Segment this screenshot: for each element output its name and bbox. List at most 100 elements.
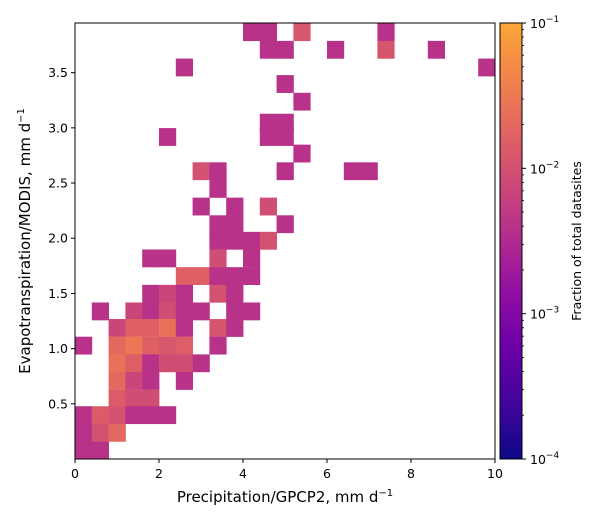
y-tick-label: 2.0 <box>48 231 68 246</box>
x-tick-label: 10 <box>487 466 503 481</box>
heatmap-cell <box>226 267 244 285</box>
heatmap-cell <box>175 336 193 355</box>
heatmap-cell <box>209 162 227 181</box>
heatmap-cell <box>142 319 160 337</box>
heatmap-cell <box>159 128 177 146</box>
heatmap-cell <box>75 423 93 442</box>
heatmap-cell <box>226 197 244 216</box>
heatmap-cell <box>108 389 126 408</box>
heatmap-cell <box>243 23 261 42</box>
heatmap-cell <box>226 231 244 250</box>
heatmap-cell <box>259 23 277 42</box>
heatmap-cell <box>209 215 227 234</box>
heatmap-cell <box>75 441 93 460</box>
x-tick-label: 8 <box>407 466 415 481</box>
heatmap-cell <box>75 406 93 425</box>
colorbar-tick-label: 10−1 <box>530 15 559 31</box>
heatmap-cell <box>209 231 227 250</box>
heatmap-cell <box>259 40 277 59</box>
colorbar-tick-label: 10−3 <box>530 306 559 322</box>
heatmap-cell <box>91 423 109 442</box>
y-axis: 0.5 1.0 1.5 2.0 2.5 3.0 3.5 <box>48 65 75 411</box>
heatmap-cell <box>175 284 193 303</box>
heatmap-cell <box>125 406 143 425</box>
heatmap-cell <box>343 162 361 181</box>
heatmap-cell <box>142 302 160 321</box>
x-tick-label: 4 <box>239 466 247 481</box>
heatmap-cell <box>327 40 345 59</box>
heatmap-cell <box>142 354 160 373</box>
heatmap-cell <box>142 389 160 408</box>
x-tick-label: 6 <box>323 466 331 481</box>
heatmap-cell <box>125 354 143 373</box>
heatmap-cell <box>276 40 294 59</box>
colorbar-ticks: 10−1 10−2 10−3 10−4 <box>522 15 559 467</box>
heatmap-cell <box>209 336 227 355</box>
x-axis: 0 2 4 6 8 10 <box>71 459 503 481</box>
heatmap-cell <box>478 58 496 77</box>
x-tick-label: 2 <box>155 466 163 481</box>
heatmap-cell <box>259 197 277 216</box>
heatmap-cell <box>142 284 160 303</box>
heatmap-cell <box>142 336 160 355</box>
heatmap-cell <box>276 162 294 181</box>
heatmap-cell <box>125 319 143 337</box>
heatmap-cell <box>293 144 311 163</box>
heatmap-cell <box>108 354 126 373</box>
heatmap-cell <box>142 249 160 268</box>
heatmap-cell <box>175 302 193 321</box>
heatmap-cell <box>243 249 261 268</box>
heatmap-cell <box>377 23 395 42</box>
heatmap-cell <box>91 441 109 460</box>
heatmap-cell <box>159 354 177 373</box>
y-axis-title: Evapotranspiration/MODIS, mm d−1 <box>16 108 34 374</box>
heatmap-cell <box>209 267 227 285</box>
heatmap-cell <box>125 336 143 355</box>
heatmap-cell <box>226 215 244 234</box>
heatmap-cell <box>75 336 93 355</box>
heatmap-cell <box>209 179 227 198</box>
heatmap-cell <box>276 128 294 146</box>
heatmap-cell <box>243 302 261 321</box>
heatmap-cell <box>159 319 177 337</box>
heatmap-cell <box>209 249 227 268</box>
heatmap-cell <box>175 354 193 373</box>
heatmap-cell <box>142 372 160 390</box>
x-tick-label: 0 <box>71 466 79 481</box>
y-tick-label: 0.5 <box>48 396 68 411</box>
heatmap-cell <box>192 162 210 181</box>
heatmap-cell <box>91 406 109 425</box>
heatmap-cell <box>293 23 311 42</box>
y-tick-label: 3.5 <box>48 65 68 80</box>
heatmap-cell <box>377 40 395 59</box>
heatmap-cell <box>108 372 126 390</box>
heatmap-cell <box>192 197 210 216</box>
heatmap-cell <box>108 406 126 425</box>
heatmap-cell <box>276 215 294 234</box>
colorbar-tick-label: 10−2 <box>530 160 559 176</box>
heatmap-cell <box>142 406 160 425</box>
y-tick-label: 1.0 <box>48 341 68 356</box>
plot-area-frame <box>74 22 496 460</box>
heatmap-cell <box>192 302 210 321</box>
colorbar-label: Fraction of total datasites <box>569 161 584 321</box>
colorbar-tick-label: 10−4 <box>530 451 559 467</box>
heatmap-cell <box>108 319 126 337</box>
heatmap-cell <box>175 267 193 285</box>
heatmap-cell <box>427 40 445 59</box>
heatmap-cell <box>259 113 277 132</box>
y-tick-label: 3.0 <box>48 120 68 135</box>
heatmap-cell <box>226 319 244 337</box>
heatmap-cell <box>175 319 193 337</box>
heatmap-cell <box>159 302 177 321</box>
heatmap-cell <box>293 92 311 111</box>
colorbar <box>499 22 523 460</box>
heatmap-cell <box>108 336 126 355</box>
heatmap-cells <box>75 23 496 460</box>
heatmap-cell <box>91 302 109 321</box>
heatmap-cell <box>108 423 126 442</box>
heatmap-cell <box>259 128 277 146</box>
heatmap-cell <box>243 267 261 285</box>
heatmap-cell <box>125 302 143 321</box>
x-axis-title: Precipitation/GPCP2, mm d−1 <box>177 488 393 506</box>
